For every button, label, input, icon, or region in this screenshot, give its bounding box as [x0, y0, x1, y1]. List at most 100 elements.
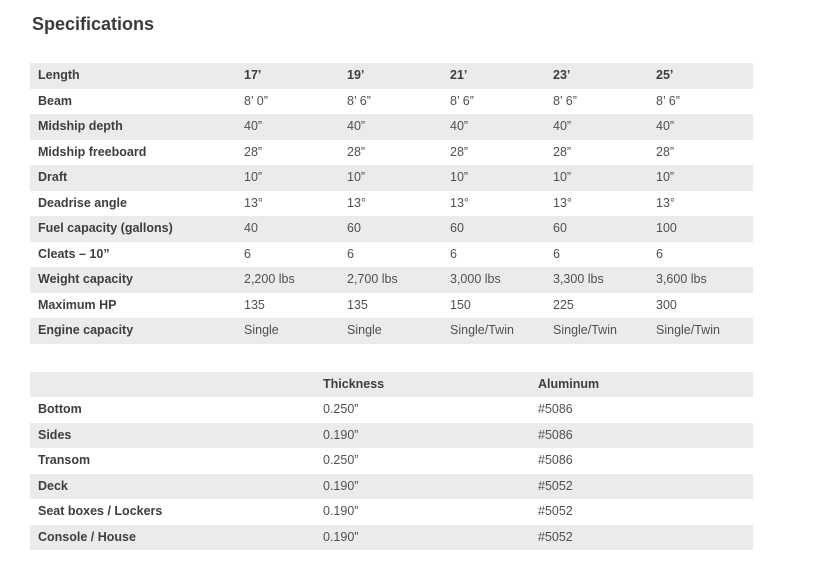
spec-header-label: Length [38, 68, 80, 82]
row-label: Engine capacity [38, 323, 134, 337]
row-value: 28” [450, 144, 469, 159]
row-value: 2,700 lbs [347, 272, 398, 286]
row-value: 8’ 6” [553, 93, 577, 108]
row-label: Sides [38, 427, 72, 442]
hull-header-row: Thickness Aluminum [30, 371, 753, 398]
row-label: Midship depth [38, 119, 123, 133]
spec-row-deadrise-angle: Deadrise angle 13° 13° 13° 13° 13° [30, 191, 753, 217]
row-value: #5086 [538, 427, 573, 442]
row-value: 13° [347, 195, 366, 210]
row-value: 300 [656, 297, 677, 312]
hull-header-aluminum: Aluminum [538, 376, 600, 391]
spec-row-maximum-hp: Maximum HP 135 135 150 225 300 [30, 293, 753, 319]
row-value: Single/Twin [656, 323, 720, 337]
hull-header-thickness: Thickness [323, 376, 385, 391]
row-value: #5052 [538, 529, 573, 544]
row-value: 40” [244, 119, 263, 133]
row-value: 3,000 lbs [450, 272, 501, 286]
row-value: Single/Twin [553, 323, 617, 337]
row-value: #5086 [538, 453, 573, 467]
hull-row-sides: Sides 0.190” #5086 [30, 422, 753, 448]
spec-row-weight-capacity: Weight capacity 2,200 lbs 2,700 lbs 3,00… [30, 267, 753, 293]
row-value: 0.190” [323, 529, 359, 544]
row-value: 0.190” [323, 478, 359, 493]
row-label: Fuel capacity (gallons) [38, 221, 173, 235]
hull-row-transom: Transom 0.250” #5086 [30, 448, 753, 474]
row-value: 13° [656, 195, 675, 210]
row-value: 135 [244, 297, 265, 312]
row-value: 28” [553, 144, 572, 159]
row-value: 3,600 lbs [656, 272, 707, 286]
spec-row-midship-depth: Midship depth 40” 40” 40” 40” 40” [30, 114, 753, 140]
row-label: Draft [38, 170, 68, 184]
row-value: 0.190” [323, 427, 359, 442]
row-label: Cleats – 10” [38, 246, 110, 261]
hull-material-table: Thickness Aluminum Bottom 0.250” #5086 S… [30, 371, 753, 550]
spec-row-cleats: Cleats – 10” 6 6 6 6 6 [30, 242, 753, 268]
row-value: 8’ 6” [656, 93, 680, 108]
spec-header-19ft: 19’ [347, 68, 365, 82]
row-value: 0.250” [323, 402, 359, 416]
spec-header-21ft: 21’ [450, 68, 468, 82]
row-value: 6 [244, 246, 251, 261]
row-value: 6 [656, 246, 663, 261]
row-label: Transom [38, 453, 91, 467]
row-value: Single [347, 323, 382, 337]
row-label: Maximum HP [38, 297, 117, 312]
row-value: Single/Twin [450, 323, 514, 337]
row-value: 13° [553, 195, 572, 210]
row-label: Midship freeboard [38, 144, 147, 159]
row-value: 13° [450, 195, 469, 210]
row-value: 13° [244, 195, 263, 210]
row-value: 0.190” [323, 504, 359, 518]
row-value: 6 [450, 246, 457, 261]
row-value: 2,200 lbs [244, 272, 295, 286]
row-value: 3,300 lbs [553, 272, 604, 286]
row-value: #5086 [538, 402, 573, 416]
row-label: Seat boxes / Lockers [38, 504, 163, 518]
row-value: #5052 [538, 504, 573, 518]
hull-row-console-house: Console / House 0.190” #5052 [30, 524, 753, 550]
row-value: 10” [553, 170, 572, 184]
spec-header-row: Length 17’ 19’ 21’ 23’ 25’ [30, 63, 753, 89]
row-value: 10” [244, 170, 263, 184]
row-value: 0.250” [323, 453, 359, 467]
spec-row-fuel-capacity: Fuel capacity (gallons) 40 60 60 60 100 [30, 216, 753, 242]
row-label: Beam [38, 93, 73, 108]
spec-row-engine-capacity: Engine capacity Single Single Single/Twi… [30, 318, 753, 344]
spec-header-17ft: 17’ [244, 68, 262, 82]
row-value: 28” [347, 144, 366, 159]
row-value: 6 [347, 246, 354, 261]
row-label: Bottom [38, 402, 82, 416]
spec-row-draft: Draft 10” 10” 10” 10” 10” [30, 165, 753, 191]
row-value: 8’ 6” [450, 93, 474, 108]
row-value: 8’ 0” [244, 93, 268, 108]
row-value: Single [244, 323, 279, 337]
row-value: 28” [656, 144, 675, 159]
row-value: 40” [656, 119, 675, 133]
row-value: 6 [553, 246, 560, 261]
hull-header-blank [30, 372, 315, 398]
row-value: #5052 [538, 478, 573, 493]
row-value: 225 [553, 297, 574, 312]
spec-row-beam: Beam 8’ 0” 8’ 6” 8’ 6” 8’ 6” 8’ 6” [30, 89, 753, 115]
row-value: 40” [450, 119, 469, 133]
row-value: 60 [347, 221, 361, 235]
row-value: 10” [450, 170, 469, 184]
row-label: Weight capacity [38, 272, 133, 286]
spec-header-23ft: 23’ [553, 68, 571, 82]
row-value: 100 [656, 221, 677, 235]
row-value: 8’ 6” [347, 93, 371, 108]
row-value: 40 [244, 221, 258, 235]
row-value: 150 [450, 297, 471, 312]
row-value: 28” [244, 144, 263, 159]
hull-row-deck: Deck 0.190” #5052 [30, 473, 753, 499]
page-title: Specifications [32, 14, 155, 34]
row-value: 10” [347, 170, 366, 184]
row-label: Console / House [38, 529, 136, 544]
spec-header-25ft: 25’ [656, 68, 674, 82]
row-value: 40” [553, 119, 572, 133]
hull-row-seat-boxes-lockers: Seat boxes / Lockers 0.190” #5052 [30, 499, 753, 525]
hull-row-bottom: Bottom 0.250” #5086 [30, 397, 753, 423]
spec-row-midship-freeboard: Midship freeboard 28” 28” 28” 28” 28” [30, 140, 753, 166]
